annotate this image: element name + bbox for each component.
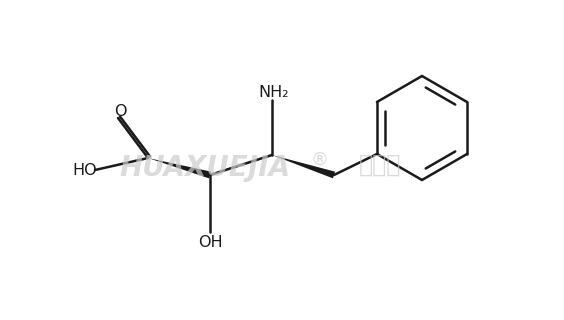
Polygon shape xyxy=(148,158,211,178)
Text: O: O xyxy=(114,103,126,118)
Text: HO: HO xyxy=(73,163,98,178)
Text: ®: ® xyxy=(311,151,329,169)
Polygon shape xyxy=(272,155,335,178)
Text: NH₂: NH₂ xyxy=(259,84,289,100)
Text: HUAXUEJIA: HUAXUEJIA xyxy=(120,154,290,182)
Text: OH: OH xyxy=(198,235,222,250)
Text: 化学加: 化学加 xyxy=(359,153,401,177)
